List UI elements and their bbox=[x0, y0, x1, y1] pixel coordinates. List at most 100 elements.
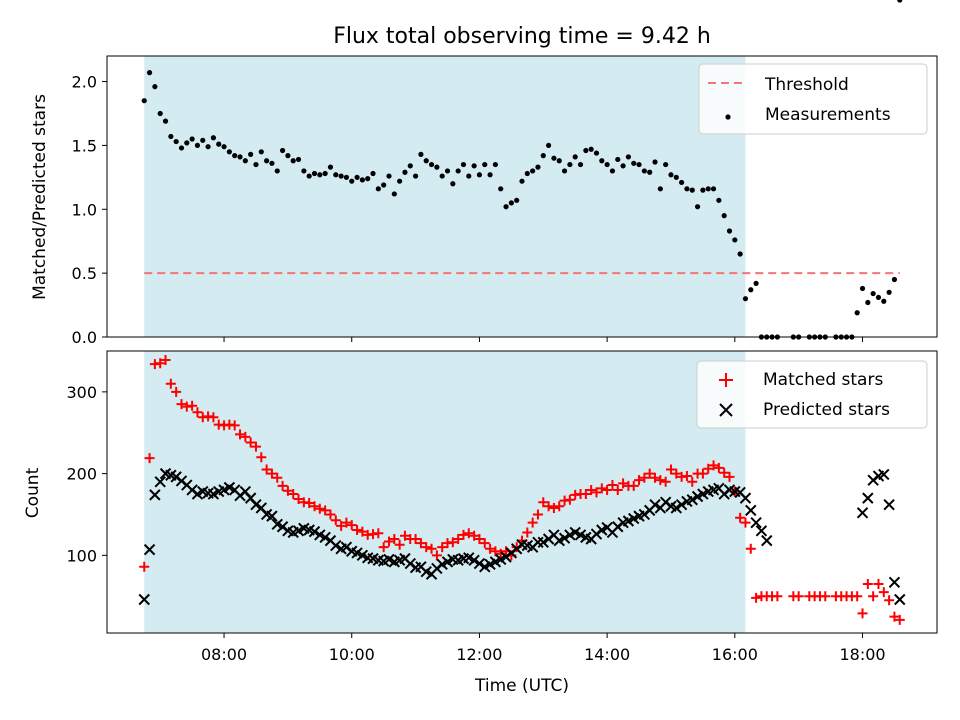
matched-star-point bbox=[208, 412, 219, 423]
y-tick-label: 200 bbox=[66, 465, 97, 484]
measurement-point bbox=[737, 251, 743, 257]
matched-star-point bbox=[724, 471, 735, 482]
top-y-ticks: 0.0 0.5 1.0 1.5 2.0 bbox=[72, 73, 107, 347]
measurement-point bbox=[636, 161, 642, 168]
predicted-star-point bbox=[138, 593, 150, 606]
counts-layer bbox=[138, 354, 906, 625]
measurement-point bbox=[673, 174, 679, 180]
measurement-point bbox=[290, 158, 296, 164]
measurement-point bbox=[641, 168, 647, 174]
matched-star-point bbox=[889, 611, 900, 622]
measurement-point bbox=[540, 153, 546, 159]
measurement-point bbox=[157, 110, 163, 117]
measurement-point bbox=[168, 133, 174, 140]
matched-star-point bbox=[421, 542, 432, 553]
matched-star-point bbox=[713, 462, 724, 473]
matched-star-point bbox=[618, 478, 629, 489]
measurement-point bbox=[705, 186, 711, 192]
predicted-star-point bbox=[878, 468, 890, 481]
legend-predicted-swatch bbox=[719, 403, 733, 417]
predicted-star-point bbox=[473, 557, 486, 570]
matched-star-point bbox=[681, 471, 692, 482]
matched-star-point bbox=[735, 512, 746, 523]
matched-star-point bbox=[229, 420, 240, 431]
measurement-point bbox=[897, 0, 903, 3]
matched-star-point bbox=[639, 472, 650, 483]
measurement-point bbox=[359, 177, 365, 183]
matched-star-point bbox=[671, 468, 682, 479]
measurement-point bbox=[375, 186, 381, 192]
matched-star-point bbox=[687, 476, 698, 487]
matched-star-point bbox=[325, 509, 336, 520]
measurement-point bbox=[668, 172, 674, 178]
measurement-point bbox=[487, 172, 493, 178]
matched-star-point bbox=[304, 498, 315, 509]
matched-star-point bbox=[160, 354, 171, 365]
matched-star-point bbox=[607, 480, 618, 491]
matched-star-point bbox=[793, 591, 804, 602]
measurement-point bbox=[402, 169, 408, 175]
y-tick-label: 0.0 bbox=[72, 328, 97, 347]
matched-star-point bbox=[155, 358, 166, 369]
measurement-point bbox=[865, 299, 871, 306]
x-tick-label: 16:00 bbox=[712, 645, 758, 664]
measurement-point bbox=[343, 174, 350, 180]
legend-measurements-swatch bbox=[725, 114, 731, 120]
matched-star-point bbox=[543, 501, 554, 512]
measurement-point bbox=[620, 163, 626, 169]
matched-star-point bbox=[703, 463, 714, 474]
top-axes-frame bbox=[106, 55, 938, 338]
predicted-star-point bbox=[266, 510, 278, 522]
matched-star-point bbox=[644, 468, 655, 479]
measurement-point bbox=[173, 138, 179, 145]
measurement-point bbox=[625, 154, 632, 160]
matched-star-point bbox=[580, 489, 591, 500]
measurement-point bbox=[365, 176, 371, 182]
predicted-star-point bbox=[319, 531, 331, 544]
measurement-point bbox=[269, 160, 275, 166]
measurement-point bbox=[567, 161, 573, 168]
y-tick-label: 1.5 bbox=[72, 136, 97, 155]
measurement-point bbox=[460, 161, 467, 168]
measurement-point bbox=[726, 228, 733, 234]
measurement-point bbox=[748, 287, 754, 293]
measurement-point bbox=[593, 150, 600, 156]
matched-star-point bbox=[612, 484, 623, 495]
measurement-point bbox=[875, 294, 882, 301]
measurement-point bbox=[428, 161, 435, 168]
matched-star-point bbox=[862, 578, 873, 589]
matched-star-point bbox=[868, 591, 879, 602]
matched-star-point bbox=[320, 505, 331, 516]
y-tick-label: 0.5 bbox=[72, 264, 97, 283]
measurement-point bbox=[279, 147, 286, 154]
measurement-point bbox=[407, 163, 413, 169]
measurement-point bbox=[647, 169, 653, 175]
matched-star-point bbox=[245, 437, 256, 448]
measurement-point bbox=[349, 178, 355, 184]
matched-star-point bbox=[235, 429, 246, 440]
measurement-point bbox=[535, 164, 541, 170]
measurement-point bbox=[253, 161, 259, 168]
matched-star-point bbox=[634, 475, 645, 486]
measurement-point bbox=[333, 172, 339, 178]
measurement-point bbox=[237, 154, 243, 160]
matched-star-point bbox=[719, 467, 730, 478]
predicted-star-point bbox=[761, 534, 773, 547]
measurement-point bbox=[423, 158, 429, 164]
matched-star-point bbox=[474, 534, 485, 544]
measurement-point bbox=[551, 155, 557, 161]
measurement-point bbox=[226, 149, 232, 155]
matched-star-point bbox=[357, 526, 368, 537]
measurement-point bbox=[370, 170, 376, 177]
y-tick-label: 100 bbox=[66, 546, 97, 565]
matched-star-point bbox=[522, 527, 533, 538]
measurement-point bbox=[200, 137, 206, 143]
predicted-star-point bbox=[856, 507, 869, 519]
matched-star-point bbox=[479, 538, 490, 549]
legend-predicted-label: Predicted stars bbox=[763, 400, 890, 420]
measurement-point bbox=[583, 147, 589, 154]
measurement-point bbox=[870, 290, 876, 297]
matched-star-point bbox=[708, 460, 719, 471]
measurement-point bbox=[311, 170, 318, 177]
x-tick-label: 14:00 bbox=[584, 645, 630, 664]
